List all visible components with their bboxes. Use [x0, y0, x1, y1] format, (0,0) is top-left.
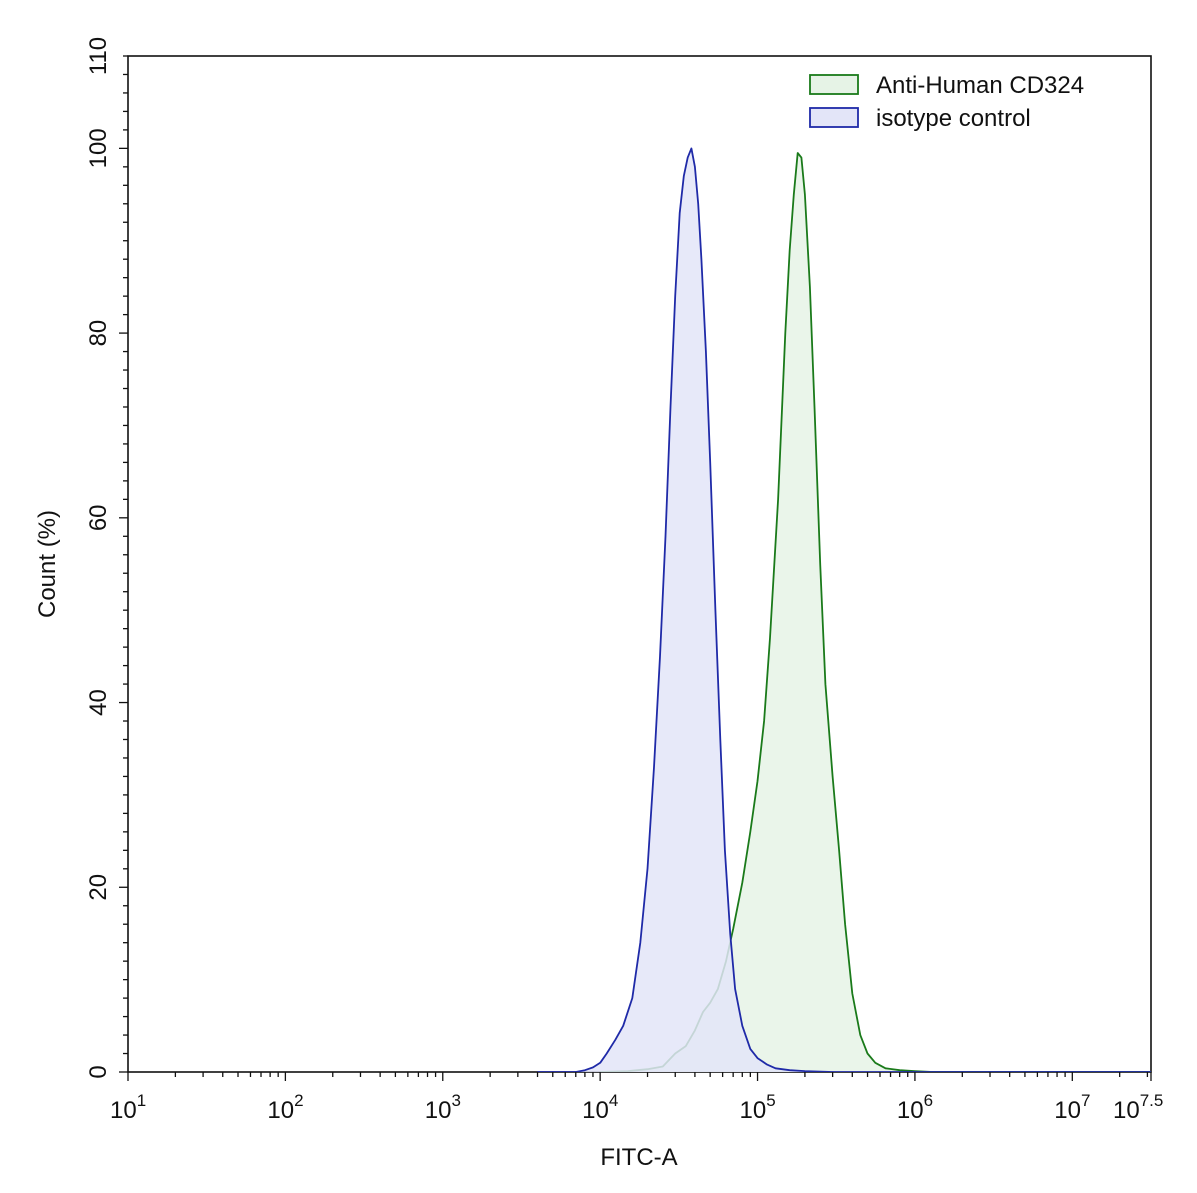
x-tick-label: 103: [425, 1091, 461, 1124]
series-layer: [537, 147, 1151, 1072]
legend-label-series-2: isotype control: [876, 105, 1031, 132]
x-tick-label: 101: [110, 1091, 146, 1124]
x-tick-label: 104: [582, 1091, 618, 1124]
x-axis: 101 102 103 104 105 106 107 107.5: [110, 1072, 1163, 1124]
x-tick-label: 102: [267, 1091, 303, 1124]
x-axis-title: FITC-A: [600, 1144, 677, 1171]
y-tick-label: 60: [85, 504, 112, 531]
legend-swatch-series-1: [809, 74, 859, 95]
y-axis-title: Count (%): [34, 510, 61, 618]
plot-area-frame: [127, 55, 1152, 1073]
x-tick-label: 105: [740, 1091, 776, 1124]
x-tick-label: 106: [897, 1091, 933, 1124]
legend: Anti-Human CD324 isotype control: [809, 72, 1084, 132]
series-line-2: [537, 147, 1151, 1072]
x-tick-label: 107.5: [1113, 1091, 1163, 1124]
legend-label-series-1: Anti-Human CD324: [876, 72, 1084, 99]
y-tick-label: 110: [85, 37, 112, 75]
x-tick-label: 107: [1054, 1091, 1090, 1124]
y-tick-label: 80: [85, 320, 112, 347]
legend-swatch-series-2: [809, 107, 859, 128]
y-tick-label: 0: [85, 1065, 112, 1078]
y-tick-label: 100: [85, 128, 112, 168]
y-axis: 0 20 40 60 80 100 110: [85, 37, 128, 1079]
series-area-2: [537, 148, 1151, 1072]
y-tick-label: 20: [85, 874, 112, 901]
y-tick-label: 40: [85, 689, 112, 716]
